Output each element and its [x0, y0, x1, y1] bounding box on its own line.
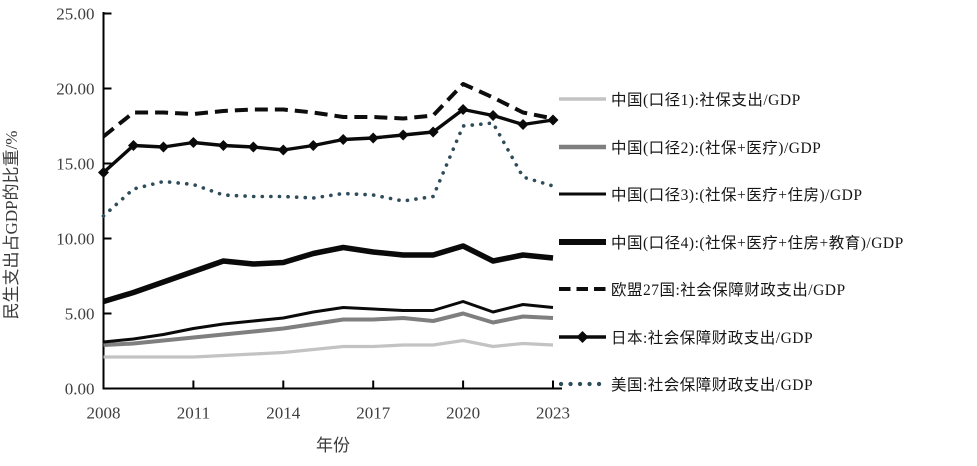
diamond-marker-icon — [187, 137, 199, 148]
x-tick-label: 2011 — [177, 404, 210, 423]
diamond-marker-icon — [98, 167, 109, 178]
diamond-marker-icon — [367, 132, 379, 144]
legend-item-eu27: 欧盟27国:社会保障财政支出/GDP — [558, 279, 904, 299]
legend-item-usa: 美国:社会保障财政支出/GDP — [558, 374, 904, 394]
series-eu27-line — [102, 82, 554, 139]
line-sample-icon — [559, 330, 606, 343]
series-china-scope3-line — [103, 300, 554, 344]
y-tick-label: 5.00 — [65, 305, 95, 324]
legend-item-china-scope3: 中国(口径3):(社保+医疗+住房)/GDP — [558, 184, 904, 204]
y-tick-label: 20.00 — [56, 80, 94, 99]
series-usa-line — [101, 121, 555, 218]
diamond-marker-icon — [547, 114, 559, 126]
diamond-marker-icon — [457, 104, 469, 115]
series-china-scope1-line — [103, 338, 554, 359]
diamond-marker-icon — [337, 134, 349, 145]
diamond-marker-icon — [307, 140, 319, 151]
diamond-marker-icon — [397, 129, 409, 141]
diamond-marker-icon — [127, 140, 139, 151]
x-tick-label: 2014 — [266, 404, 301, 423]
legend-item-china-scope1: 中国(口径1):社保支出/GDP — [558, 89, 904, 109]
diamond-marker-icon — [217, 140, 229, 151]
x-tick-label: 2023 — [536, 404, 570, 423]
x-tick-label: 2017 — [356, 404, 391, 423]
legend: 中国(口径1):社保支出/GDP 中国(口径2):(社保+医疗)/GDP 中国(… — [558, 89, 904, 394]
x-tick-label: 2008 — [87, 404, 121, 423]
diamond-marker-icon — [517, 119, 529, 130]
line-sample-icon — [558, 381, 608, 387]
series-china-scope2-line — [103, 311, 554, 347]
y-tick-label: 15.00 — [56, 155, 94, 174]
line-sample-icon — [559, 287, 606, 291]
legend-item-china-scope4: 中国(口径4):(社保+医疗+住房+教育)/GDP — [558, 232, 904, 252]
legend-label: 欧盟27国:社会保障财政支出/GDP — [611, 282, 846, 299]
diamond-marker-icon — [576, 330, 589, 343]
legend-label: 美国:社会保障财政支出/GDP — [611, 377, 814, 394]
legend-item-japan: 日本:社会保障财政支出/GDP — [558, 327, 904, 347]
y-axis-title: 民生支出占GDP的比重/% — [2, 131, 21, 320]
y-tick-label: 0.00 — [65, 380, 95, 399]
diamond-marker-icon — [427, 126, 439, 138]
series-japan-line — [102, 107, 554, 174]
y-tick-label: 25.00 — [56, 5, 94, 24]
diamond-marker-icon — [247, 141, 259, 153]
line-sample-icon — [559, 192, 606, 196]
legend-label: 中国(口径4):(社保+医疗+住房+教育)/GDP — [611, 234, 904, 252]
series-china-scope4-line — [102, 243, 554, 305]
diamond-marker-icon — [487, 110, 499, 121]
x-axis-title: 年份 — [316, 436, 350, 455]
legend-label: 中国(口径1):社保支出/GDP — [611, 92, 801, 109]
legend-label: 日本:社会保障财政支出/GDP — [611, 329, 814, 347]
x-tick-label: 2020 — [446, 404, 480, 423]
line-sample-icon — [559, 144, 606, 149]
line-sample-icon — [559, 97, 606, 101]
legend-item-china-scope2: 中国(口径2):(社保+医疗)/GDP — [558, 137, 904, 157]
line-sample-icon — [559, 238, 606, 245]
y-tick-label: 10.00 — [56, 230, 94, 249]
diamond-marker-icon — [277, 144, 289, 156]
legend-label: 中国(口径2):(社保+医疗)/GDP — [611, 139, 822, 157]
legend-label: 中国(口径3):(社保+医疗+住房)/GDP — [611, 187, 863, 204]
diamond-marker-icon — [157, 141, 169, 153]
